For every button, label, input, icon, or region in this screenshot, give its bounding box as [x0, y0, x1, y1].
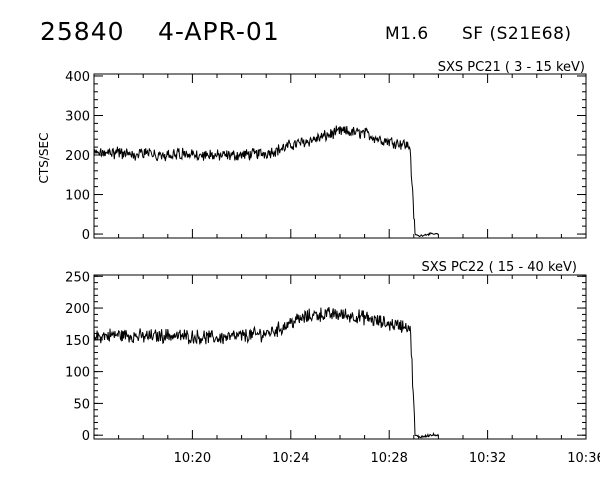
series-line — [94, 125, 439, 238]
y-tick-label: 250 — [65, 270, 90, 285]
y-tick-label: 300 — [65, 109, 90, 124]
x-tick-label: 10:24 — [272, 451, 309, 466]
y-axis-title: CTS/SEC — [37, 133, 51, 184]
y-tick-label: 100 — [65, 189, 90, 204]
y-tick-label: 50 — [73, 397, 90, 412]
flare-class: M1.6 — [385, 24, 429, 44]
y-tick-label: 400 — [65, 70, 90, 85]
panel-pc21: SXS PC21 ( 3 - 15 keV) CTS/SEC 0 100 200 30… — [37, 60, 587, 243]
y-tick-label: 100 — [65, 366, 90, 381]
x-tick-label: 10:28 — [370, 451, 407, 466]
y-tick-label: 0 — [82, 228, 90, 243]
y-tick-label: 200 — [65, 149, 90, 164]
series-line — [94, 307, 439, 439]
event-date: 4-APR-01 — [158, 17, 280, 46]
flare-info: SF (S21E68) — [462, 24, 572, 44]
x-tick-label: 10:36 — [567, 451, 600, 466]
x-tick-label: 10:32 — [469, 451, 506, 466]
event-number: 25840 — [40, 17, 125, 46]
y-tick-label: 200 — [65, 302, 90, 317]
panel-pc22-title: SXS PC22 ( 15 - 40 keV) — [421, 260, 577, 275]
y-tick-label: 150 — [65, 334, 90, 349]
y-tick-label: 0 — [82, 429, 90, 444]
x-tick-label: 10:20 — [174, 451, 211, 466]
panel-pc21-title: SXS PC21 ( 3 - 15 keV) — [438, 60, 585, 75]
panel-pc22: SXS PC22 ( 15 - 40 keV) 0 50 100 150 200 250 1… — [65, 260, 600, 466]
